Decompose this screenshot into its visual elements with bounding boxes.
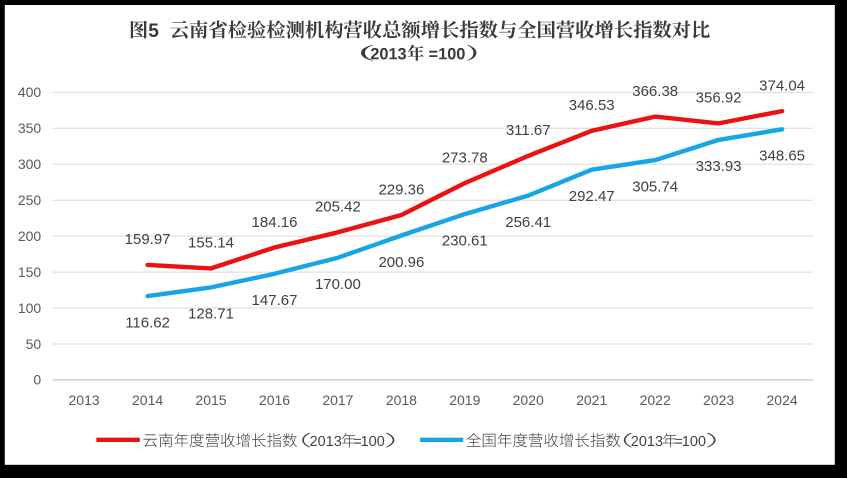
svg-text:400: 400 xyxy=(18,84,42,100)
svg-text:300: 300 xyxy=(18,156,42,172)
svg-text:250: 250 xyxy=(18,192,42,208)
svg-text:346.53: 346.53 xyxy=(569,97,615,114)
svg-text:356.92: 356.92 xyxy=(696,90,742,107)
svg-text:2013: 2013 xyxy=(69,392,100,408)
svg-text:2016: 2016 xyxy=(259,392,290,408)
svg-text:311.67: 311.67 xyxy=(506,122,551,139)
svg-text:155.14: 155.14 xyxy=(188,235,234,252)
svg-text:350: 350 xyxy=(18,120,42,136)
svg-text:256.41: 256.41 xyxy=(505,214,551,231)
svg-text:170.00: 170.00 xyxy=(315,276,361,293)
svg-text:374.04: 374.04 xyxy=(759,77,805,94)
svg-text:128.71: 128.71 xyxy=(188,306,234,323)
svg-text:147.67: 147.67 xyxy=(252,292,298,309)
svg-text:0: 0 xyxy=(33,372,41,388)
svg-text:366.38: 366.38 xyxy=(632,83,678,100)
svg-text:2017: 2017 xyxy=(322,392,353,408)
svg-text:200.96: 200.96 xyxy=(378,254,424,271)
svg-text:200: 200 xyxy=(18,228,42,244)
svg-text:159.97: 159.97 xyxy=(125,231,171,248)
svg-text:2020: 2020 xyxy=(513,392,544,408)
svg-text:150: 150 xyxy=(18,264,42,280)
svg-text:50: 50 xyxy=(26,336,42,352)
svg-text:2022: 2022 xyxy=(640,392,671,408)
svg-text:205.42: 205.42 xyxy=(315,199,361,216)
svg-text:184.16: 184.16 xyxy=(252,214,298,231)
svg-text:2023: 2023 xyxy=(703,392,734,408)
svg-text:116.62: 116.62 xyxy=(125,314,170,331)
svg-text:2021: 2021 xyxy=(576,392,607,408)
svg-text:292.47: 292.47 xyxy=(569,188,615,205)
svg-text:348.65: 348.65 xyxy=(759,148,805,165)
svg-text:2015: 2015 xyxy=(195,392,226,408)
svg-text:305.74: 305.74 xyxy=(632,178,678,195)
svg-text:229.36: 229.36 xyxy=(378,181,424,198)
svg-text:230.61: 230.61 xyxy=(442,232,488,249)
svg-text:2019: 2019 xyxy=(449,392,480,408)
svg-text:273.78: 273.78 xyxy=(442,149,488,166)
svg-text:333.93: 333.93 xyxy=(696,158,742,175)
svg-text:2024: 2024 xyxy=(767,392,798,408)
svg-text:2018: 2018 xyxy=(386,392,417,408)
svg-text:100: 100 xyxy=(18,300,42,316)
svg-text:2014: 2014 xyxy=(132,392,163,408)
